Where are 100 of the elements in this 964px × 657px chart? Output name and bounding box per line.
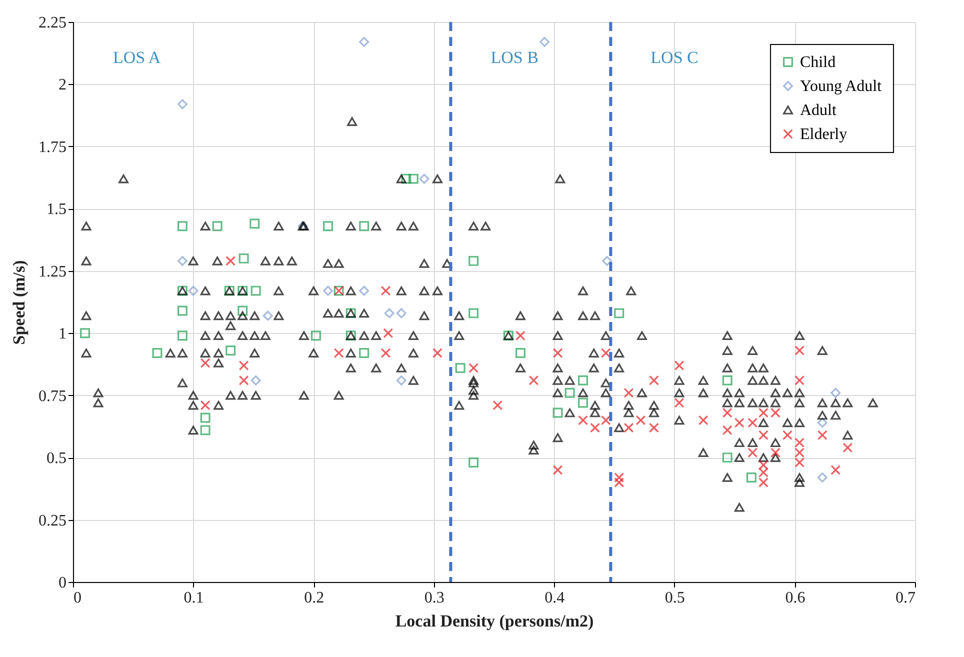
point [552, 348, 563, 358]
y-tick-label: 2.25 [38, 14, 66, 32]
point [602, 256, 612, 266]
point [540, 36, 550, 47]
y-tick-label: 0.5 [46, 450, 66, 468]
point [177, 306, 188, 316]
y-tick-label: 1.5 [46, 201, 66, 218]
point [177, 221, 188, 232]
point [419, 174, 430, 184]
point [310, 330, 321, 341]
point [383, 328, 394, 338]
point [212, 221, 222, 232]
point [564, 388, 575, 398]
point [758, 408, 768, 418]
point [152, 348, 162, 358]
point [830, 465, 841, 475]
x-tick-label: 0.1 [184, 590, 204, 606]
x-tick-label: 0.5 [664, 590, 685, 606]
point [359, 348, 370, 358]
point [432, 348, 442, 358]
x-tick-label: 0.6 [785, 590, 806, 606]
point [600, 415, 611, 426]
point [674, 360, 684, 370]
y-tick-label: 2 [58, 76, 66, 94]
annotation: LOS B [490, 48, 538, 67]
point [177, 99, 188, 110]
legend-label: Child [800, 54, 836, 71]
point [262, 310, 273, 321]
point [226, 346, 236, 356]
point [624, 388, 634, 398]
point [578, 415, 588, 426]
point [648, 422, 659, 433]
point [746, 472, 756, 482]
point [770, 408, 780, 418]
point [722, 408, 732, 418]
point [734, 418, 744, 428]
annotation: LOS A [113, 48, 162, 67]
point [842, 442, 853, 453]
point [226, 256, 236, 266]
point [794, 346, 805, 356]
x-axis-title: Local Density (persons/m2) [395, 612, 594, 630]
point [380, 286, 391, 296]
point [177, 330, 188, 341]
x-tick-label: 0.3 [424, 590, 444, 606]
point [552, 408, 563, 418]
point [600, 348, 611, 358]
point [468, 308, 479, 318]
point [468, 458, 479, 468]
y-tick-label: 1.75 [38, 138, 66, 156]
point [396, 308, 406, 318]
point [552, 465, 563, 475]
annotation: LOS C [650, 48, 698, 67]
point [323, 221, 333, 232]
point [590, 422, 600, 433]
legend-label: Young Adult [800, 78, 882, 95]
point [698, 415, 708, 426]
point [722, 375, 732, 386]
point [817, 472, 828, 482]
x-tick-label: 0 [74, 590, 82, 606]
y-tick-label: 1.25 [38, 263, 66, 280]
point [250, 375, 261, 386]
point [250, 218, 260, 229]
point [770, 448, 780, 458]
x-tick-label: 0.7 [896, 590, 916, 606]
point [238, 360, 249, 370]
y-tick-label: 0 [58, 574, 66, 592]
point [674, 398, 684, 408]
point [188, 286, 198, 296]
y-tick-label: 0.25 [38, 512, 66, 530]
point [817, 430, 828, 440]
point [250, 286, 261, 296]
point [380, 348, 391, 358]
legend-label: Adult [800, 102, 837, 119]
point [468, 362, 479, 373]
point [817, 418, 828, 428]
y-tick-label: 0.75 [38, 388, 66, 405]
point [401, 174, 412, 184]
point [515, 330, 526, 341]
legend-label: Elderly [800, 126, 848, 143]
point [624, 422, 634, 433]
point [177, 256, 188, 266]
point [515, 348, 526, 358]
point [80, 328, 90, 338]
point [238, 253, 249, 264]
point [782, 430, 792, 440]
y-axis-title: Speed (m/s) [10, 260, 28, 345]
point [200, 412, 210, 423]
point [794, 375, 805, 386]
point [334, 348, 344, 358]
point [200, 425, 210, 436]
x-tick-label: 0.4 [544, 590, 565, 606]
point [408, 174, 418, 184]
point [758, 430, 768, 440]
point [200, 400, 210, 410]
point [396, 375, 406, 386]
point [359, 36, 370, 47]
point [455, 362, 466, 373]
point [636, 415, 646, 426]
x-tick-label: 0.2 [304, 590, 324, 606]
point [578, 398, 588, 408]
